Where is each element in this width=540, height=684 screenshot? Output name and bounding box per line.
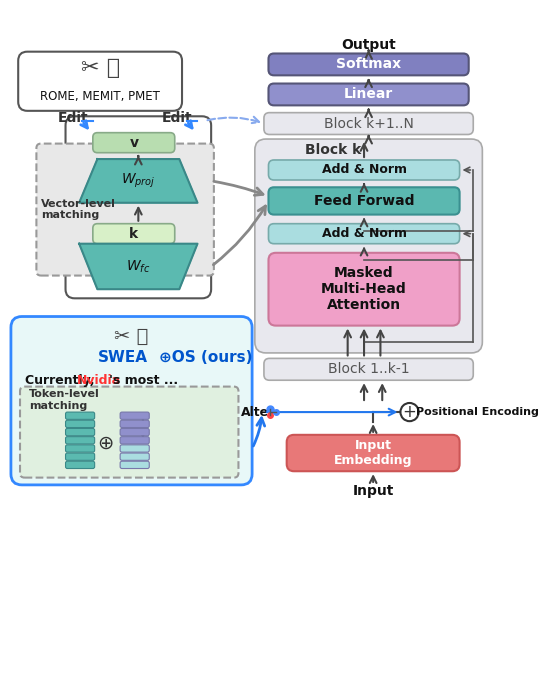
Text: Currently,: Currently, <box>25 373 98 386</box>
FancyBboxPatch shape <box>120 412 149 419</box>
Text: Edit: Edit <box>57 111 88 125</box>
Text: Add & Norm: Add & Norm <box>321 163 407 176</box>
FancyBboxPatch shape <box>65 116 211 298</box>
FancyBboxPatch shape <box>65 445 94 452</box>
Text: Token-level
matching: Token-level matching <box>29 389 100 411</box>
Text: v: v <box>129 135 138 150</box>
FancyBboxPatch shape <box>287 435 460 471</box>
FancyBboxPatch shape <box>93 224 175 244</box>
Text: Output: Output <box>341 38 396 52</box>
FancyBboxPatch shape <box>65 436 94 444</box>
FancyBboxPatch shape <box>120 445 149 452</box>
FancyBboxPatch shape <box>65 420 94 428</box>
Text: Block 1..k-1: Block 1..k-1 <box>328 363 409 376</box>
Text: ✂ 🔧: ✂ 🔧 <box>114 327 148 346</box>
FancyBboxPatch shape <box>65 453 94 460</box>
Text: Alter: Alter <box>241 406 275 419</box>
Text: ✂ 🔧: ✂ 🔧 <box>80 58 120 78</box>
FancyBboxPatch shape <box>120 436 149 444</box>
FancyBboxPatch shape <box>268 53 469 75</box>
Text: ⊕: ⊕ <box>97 434 114 453</box>
Text: $W_{fc}$: $W_{fc}$ <box>126 259 151 275</box>
Text: Positional Encoding: Positional Encoding <box>416 407 539 417</box>
Text: Input
Embedding: Input Embedding <box>334 439 413 467</box>
FancyBboxPatch shape <box>36 144 214 276</box>
Text: Add & Norm: Add & Norm <box>321 227 407 240</box>
Text: ROME, MEMIT, PMET: ROME, MEMIT, PMET <box>40 90 160 103</box>
FancyBboxPatch shape <box>264 113 473 135</box>
Text: +: + <box>403 403 416 421</box>
FancyBboxPatch shape <box>268 160 460 180</box>
FancyBboxPatch shape <box>268 224 460 244</box>
Text: Feed Forwad: Feed Forwad <box>314 194 414 208</box>
Text: Block k+1..N: Block k+1..N <box>323 116 414 131</box>
FancyBboxPatch shape <box>268 83 469 105</box>
Text: k: k <box>129 226 138 241</box>
FancyBboxPatch shape <box>93 133 175 153</box>
FancyBboxPatch shape <box>65 412 94 419</box>
Text: ⊕OS (ours): ⊕OS (ours) <box>159 350 252 365</box>
FancyBboxPatch shape <box>120 453 149 460</box>
FancyBboxPatch shape <box>120 428 149 436</box>
Text: $W_{proj}$: $W_{proj}$ <box>121 172 156 190</box>
FancyBboxPatch shape <box>268 187 460 215</box>
FancyBboxPatch shape <box>264 358 473 380</box>
Text: Masked
Multi-Head
Attention: Masked Multi-Head Attention <box>321 266 407 313</box>
FancyBboxPatch shape <box>20 386 239 477</box>
Polygon shape <box>79 159 198 202</box>
FancyBboxPatch shape <box>18 52 182 111</box>
FancyBboxPatch shape <box>268 253 460 326</box>
Text: Nvidia: Nvidia <box>77 373 120 386</box>
FancyBboxPatch shape <box>65 428 94 436</box>
Polygon shape <box>79 244 198 289</box>
Text: Vector-level
matching: Vector-level matching <box>41 199 116 220</box>
Text: Input: Input <box>353 484 394 498</box>
FancyBboxPatch shape <box>255 139 482 353</box>
FancyBboxPatch shape <box>120 420 149 428</box>
Text: SWEA: SWEA <box>97 350 147 365</box>
Text: Softmax: Softmax <box>336 57 401 71</box>
FancyBboxPatch shape <box>65 461 94 469</box>
FancyBboxPatch shape <box>120 461 149 469</box>
Text: Linear: Linear <box>344 88 393 101</box>
FancyBboxPatch shape <box>11 317 252 485</box>
Text: Block k: Block k <box>305 143 361 157</box>
Text: 's most ...: 's most ... <box>109 373 178 386</box>
Text: Edit: Edit <box>162 111 193 125</box>
